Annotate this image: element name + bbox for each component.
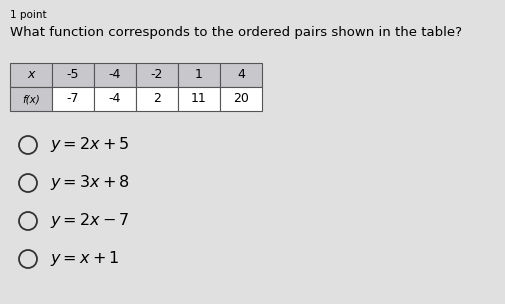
Text: -4: -4 <box>109 92 121 105</box>
Text: 11: 11 <box>191 92 207 105</box>
Bar <box>52 87 94 111</box>
Ellipse shape <box>19 174 37 192</box>
Text: $y = 2x + 5$: $y = 2x + 5$ <box>50 136 130 154</box>
Text: -7: -7 <box>67 92 79 105</box>
Bar <box>178 63 220 87</box>
Text: What function corresponds to the ordered pairs shown in the table?: What function corresponds to the ordered… <box>10 26 462 39</box>
Bar <box>94 63 136 87</box>
Ellipse shape <box>19 250 37 268</box>
Ellipse shape <box>19 136 37 154</box>
Bar <box>178 87 220 111</box>
Text: -5: -5 <box>67 68 79 81</box>
Text: -4: -4 <box>109 68 121 81</box>
Bar <box>94 87 136 111</box>
Text: f(x): f(x) <box>22 94 40 104</box>
Bar <box>52 63 94 87</box>
Text: 4: 4 <box>237 68 245 81</box>
Ellipse shape <box>19 212 37 230</box>
Text: $y = 2x - 7$: $y = 2x - 7$ <box>50 212 130 230</box>
Bar <box>220 87 262 111</box>
Bar <box>136 63 178 87</box>
Text: 1: 1 <box>195 68 203 81</box>
Text: -2: -2 <box>151 68 163 81</box>
Text: $y = 3x + 8$: $y = 3x + 8$ <box>50 174 130 192</box>
Text: 1 point: 1 point <box>10 10 46 20</box>
Bar <box>136 87 178 111</box>
Text: 20: 20 <box>233 92 249 105</box>
Text: x: x <box>27 68 35 81</box>
Text: $y = x + 1$: $y = x + 1$ <box>50 250 119 268</box>
Bar <box>220 63 262 87</box>
Bar <box>10 63 52 87</box>
Text: 2: 2 <box>153 92 161 105</box>
Bar <box>10 87 52 111</box>
